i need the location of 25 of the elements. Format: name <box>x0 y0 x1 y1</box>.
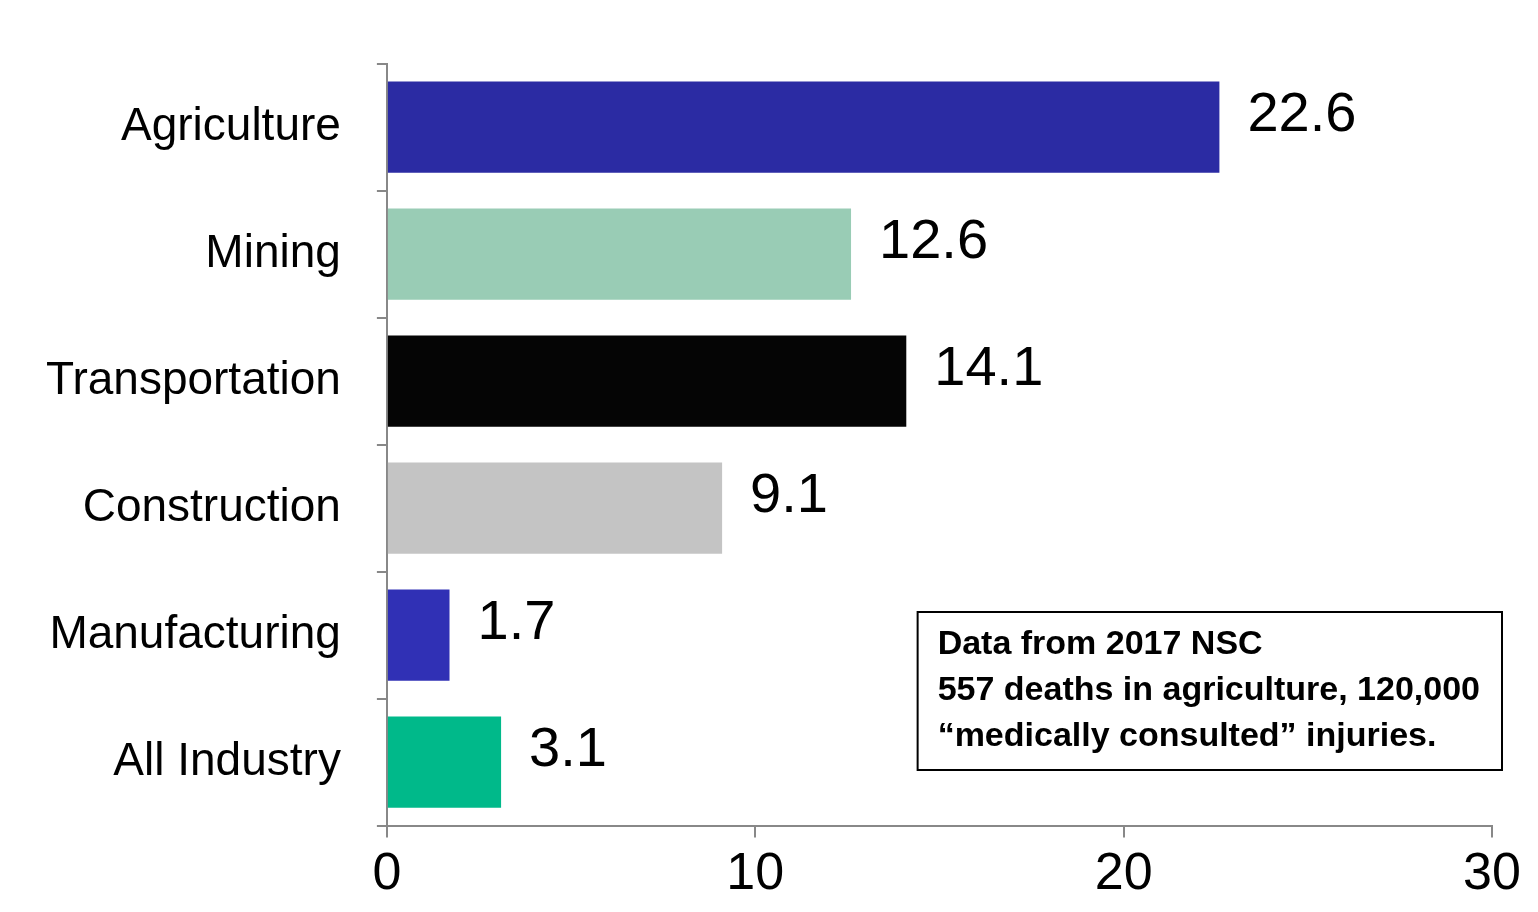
data-label: 22.6 <box>1247 79 1357 143</box>
x-tick-label: 10 <box>726 842 785 901</box>
bar <box>387 335 907 427</box>
annotation: 557 deaths in agriculture, 120,000 <box>937 669 1480 708</box>
x-tick-label: 30 <box>1463 842 1521 901</box>
annotation: “medically consulted” injuries. <box>937 715 1437 754</box>
y-tick-label: Manufacturing <box>49 605 341 658</box>
y-tick-label: All Industry <box>113 732 341 785</box>
bar <box>387 462 723 554</box>
y-tick-label: Agriculture <box>121 97 341 150</box>
y-tick-label: Construction <box>82 478 341 531</box>
bar <box>387 589 450 681</box>
y-tick-label: Mining <box>205 224 341 277</box>
x-tick-label: 0 <box>372 842 402 901</box>
data-label: 3.1 <box>529 714 607 778</box>
data-label: 12.6 <box>879 206 989 270</box>
bar <box>387 208 852 300</box>
x-tick-label: 20 <box>1094 842 1153 901</box>
y-tick-label: Transportation <box>46 351 341 404</box>
data-label: 9.1 <box>750 460 828 524</box>
data-label: 14.1 <box>934 333 1044 397</box>
bar <box>387 716 502 808</box>
annotation: Data from 2017 NSC <box>937 623 1263 662</box>
bar <box>387 81 1220 173</box>
data-label: 1.7 <box>477 587 556 651</box>
